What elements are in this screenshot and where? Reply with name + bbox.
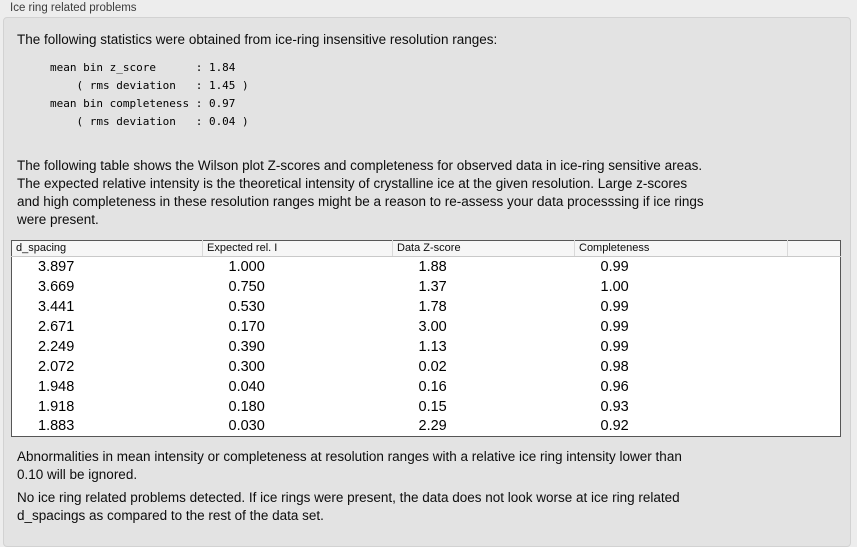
table-cell: 3.441 — [38, 298, 75, 315]
table-cell-empty — [788, 377, 841, 397]
table-cell: 0.99 — [600, 338, 629, 355]
table-cell: 1.918 — [38, 398, 75, 415]
intro-text: The following statistics were obtained f… — [17, 32, 498, 47]
table-row[interactable]: 3.441 0.530 1.78 0.99 — [12, 297, 841, 317]
table-cell: 3.00 — [418, 318, 447, 335]
table-cell-empty — [788, 277, 841, 297]
table-row[interactable]: 2.249 0.390 1.13 0.99 — [12, 337, 841, 357]
table-cell-empty — [788, 397, 841, 417]
table-cell: 0.170 — [228, 318, 265, 335]
table-row[interactable]: 1.918 0.180 0.15 0.93 — [12, 397, 841, 417]
table-cell: 0.16 — [418, 378, 447, 395]
table-cell: 1.13 — [418, 338, 447, 355]
table-row[interactable]: 2.671 0.170 3.00 0.99 — [12, 317, 841, 337]
table-cell-empty — [788, 317, 841, 337]
table-body: 3.897 1.000 1.88 0.99 3.669 0.750 1.37 1.00 3.44… — [12, 257, 841, 437]
column-header[interactable]: d_spacing — [11, 240, 203, 257]
table-row[interactable]: 3.669 0.750 1.37 1.00 — [12, 277, 841, 297]
table-cell: 0.98 — [600, 358, 629, 375]
table-cell: 3.897 — [38, 258, 75, 275]
table-cell: 0.390 — [228, 338, 265, 355]
table-cell: 3.669 — [38, 278, 75, 295]
table-row[interactable]: 1.883 0.030 2.29 0.92 — [12, 417, 841, 437]
table-cell: 1.000 — [228, 258, 265, 275]
table-cell: 0.93 — [600, 398, 629, 415]
table-cell: 0.180 — [228, 398, 265, 415]
table-cell: 2.249 — [38, 338, 75, 355]
table-cell-empty — [788, 417, 841, 437]
footnote-text: Abnormalities in mean intensity or compl… — [17, 449, 682, 482]
table-cell: 2.072 — [38, 358, 75, 375]
table-row[interactable]: 1.948 0.040 0.16 0.96 — [12, 377, 841, 397]
conclusion-text: No ice ring related problems detected. I… — [17, 490, 680, 523]
column-header[interactable] — [787, 240, 841, 257]
table-cell: 1.78 — [418, 298, 447, 315]
table-cell: 0.750 — [228, 278, 265, 295]
table-cell: 1.88 — [418, 258, 447, 275]
table-cell: 0.040 — [228, 378, 265, 395]
table-container: d_spacing Expected rel. I Data Z-score Comp… — [11, 240, 850, 437]
table-cell: 1.883 — [38, 418, 75, 435]
panel-title: Ice ring related problems — [10, 2, 137, 14]
table-row[interactable]: 2.072 0.300 0.02 0.98 — [12, 357, 841, 377]
table-cell: 2.671 — [38, 318, 75, 335]
stats-block: mean bin z_score : 1.84 ( rms deviation … — [50, 61, 249, 128]
table-cell: 0.96 — [600, 378, 629, 395]
table-row[interactable]: 3.897 1.000 1.88 0.99 — [12, 257, 841, 277]
table-cell: 0.99 — [600, 318, 629, 335]
table-cell: 0.300 — [228, 358, 265, 375]
column-header[interactable]: Completeness — [574, 240, 788, 257]
ice-ring-table[interactable]: d_spacing Expected rel. I Data Z-score Comp… — [11, 240, 841, 437]
table-cell: 2.29 — [418, 418, 447, 435]
table-cell: 0.530 — [228, 298, 265, 315]
table-cell-empty — [788, 337, 841, 357]
table-cell: 1.948 — [38, 378, 75, 395]
table-cell-empty — [788, 357, 841, 377]
table-cell-empty — [788, 297, 841, 317]
table-cell: 0.99 — [600, 298, 629, 315]
table-cell: 0.99 — [600, 258, 629, 275]
table-cell-empty — [788, 257, 841, 277]
column-header[interactable]: Expected rel. I — [202, 240, 393, 257]
table-cell: 0.92 — [600, 418, 629, 435]
table-cell: 0.030 — [228, 418, 265, 435]
description-text: The following table shows the Wilson plo… — [17, 158, 704, 227]
table-header-row: d_spacing Expected rel. I Data Z-score Comp… — [11, 240, 841, 257]
table-cell: 1.00 — [600, 278, 629, 295]
ice-ring-groupbox: The following statistics were obtained f… — [3, 17, 851, 547]
table-cell: 1.37 — [418, 278, 447, 295]
column-header[interactable]: Data Z-score — [392, 240, 575, 257]
table-cell: 0.02 — [418, 358, 447, 375]
table-cell: 0.15 — [418, 398, 447, 415]
